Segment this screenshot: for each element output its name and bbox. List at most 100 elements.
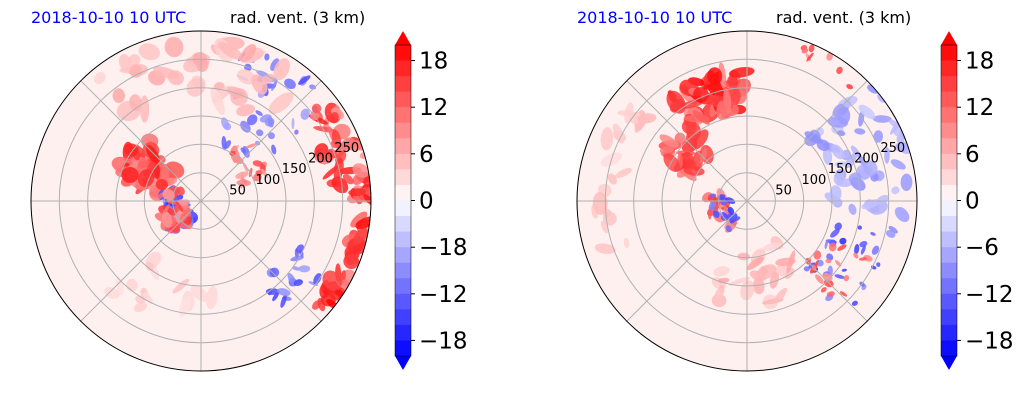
field-blob bbox=[839, 291, 848, 297]
field-blob bbox=[820, 287, 827, 293]
field-blob bbox=[836, 66, 843, 75]
field-blob bbox=[815, 274, 824, 284]
field-blob bbox=[860, 245, 866, 255]
field-blob bbox=[235, 171, 249, 179]
field-blob bbox=[271, 144, 277, 155]
colorbar-tick-label: −18 bbox=[419, 235, 468, 261]
field-blob bbox=[133, 301, 148, 313]
field-blob bbox=[727, 206, 735, 216]
colorbar-tick-label: −6 bbox=[965, 235, 999, 261]
field-blob bbox=[804, 133, 818, 147]
field-blob bbox=[834, 260, 842, 267]
field-blob bbox=[600, 220, 609, 234]
colorbar-extend-min bbox=[941, 356, 957, 370]
field-blob bbox=[615, 168, 632, 178]
colorbar-tick-label: 0 bbox=[965, 189, 980, 215]
colorbar-extend-max bbox=[395, 31, 411, 45]
field-blob bbox=[612, 123, 625, 144]
field-blob bbox=[666, 90, 686, 114]
field-blob bbox=[708, 201, 717, 211]
colorbar-level bbox=[395, 184, 411, 201]
colorbar-level bbox=[395, 293, 411, 310]
field-blob bbox=[145, 261, 154, 272]
field-blob bbox=[157, 192, 164, 199]
field-blob bbox=[873, 130, 884, 143]
field-blob bbox=[718, 62, 727, 89]
field-blob bbox=[829, 185, 842, 202]
colorbar-level bbox=[941, 293, 957, 310]
right-panel: 2018-10-10 10 UTC rad. vent. (3 km) 50 10… bbox=[546, 0, 1028, 401]
field-blob bbox=[607, 173, 617, 185]
colorbar-level bbox=[395, 340, 411, 357]
colorbar-level bbox=[941, 247, 957, 264]
field-blob bbox=[322, 270, 342, 291]
colorbar-tick-label: −18 bbox=[965, 328, 1014, 354]
field-blob bbox=[884, 147, 890, 164]
field-blob bbox=[268, 92, 294, 115]
field-blob bbox=[894, 206, 910, 223]
colorbar-level bbox=[395, 153, 411, 170]
field-blob bbox=[104, 287, 120, 299]
velocity-field bbox=[93, 36, 371, 317]
field-blob bbox=[850, 145, 861, 158]
field-blob bbox=[679, 152, 695, 169]
colorbar-tick-label: 0 bbox=[419, 189, 434, 215]
field-blob bbox=[833, 170, 845, 186]
colorbar-level bbox=[395, 45, 411, 62]
field-blob bbox=[786, 250, 796, 274]
field-blob bbox=[269, 267, 280, 278]
field-blob bbox=[265, 288, 280, 295]
colorbar: 18 12 6 0 −18 −12 −18 bbox=[394, 31, 468, 370]
field-blob bbox=[592, 191, 608, 215]
field-blob bbox=[659, 134, 679, 148]
radial-grid bbox=[577, 31, 917, 371]
field-blob bbox=[352, 228, 368, 245]
colorbar-level bbox=[941, 60, 957, 77]
field-blob bbox=[298, 265, 311, 273]
field-blob bbox=[870, 232, 876, 236]
field-blob bbox=[707, 67, 723, 85]
field-blob bbox=[129, 65, 143, 78]
field-blob bbox=[692, 110, 710, 125]
colorbar-level bbox=[941, 184, 957, 201]
field-blob bbox=[846, 84, 853, 90]
left-panel: 2018-10-10 10 UTC rad. vent. (3 km) 50 10… bbox=[30, 8, 468, 372]
radial-tick-label: 200 bbox=[854, 152, 879, 167]
right-title-date: 2018-10-10 10 UTC bbox=[577, 8, 733, 27]
radial-tick-label: 150 bbox=[282, 162, 307, 177]
field-blob bbox=[857, 225, 862, 230]
field-blob bbox=[93, 71, 106, 85]
field-blob bbox=[124, 143, 139, 157]
angular-gridline bbox=[626, 80, 748, 202]
field-blob bbox=[246, 143, 257, 149]
field-blob bbox=[844, 159, 855, 168]
field-blob bbox=[803, 266, 810, 272]
field-blob bbox=[137, 169, 155, 188]
colorbar-level bbox=[395, 122, 411, 139]
field-blob bbox=[683, 165, 705, 176]
field-blob bbox=[843, 274, 850, 282]
field-blob bbox=[291, 117, 295, 130]
field-blob bbox=[725, 225, 732, 233]
field-blob bbox=[623, 237, 630, 249]
field-blob bbox=[317, 154, 333, 162]
colorbar-tick-label: 6 bbox=[419, 142, 434, 168]
colorbar-level bbox=[395, 200, 411, 217]
left-title-date: 2018-10-10 10 UTC bbox=[31, 8, 187, 27]
field-blob bbox=[762, 242, 782, 252]
field-blob bbox=[816, 139, 830, 152]
field-blob bbox=[172, 278, 190, 294]
colorbar-level bbox=[941, 153, 957, 170]
colorbar-level bbox=[941, 76, 957, 93]
field-blob bbox=[839, 237, 847, 245]
field-blob bbox=[888, 119, 901, 129]
field-blob bbox=[143, 292, 153, 304]
angular-gridline bbox=[200, 200, 322, 322]
field-blob bbox=[126, 278, 138, 292]
field-blob bbox=[271, 79, 278, 91]
radial-grid bbox=[31, 31, 371, 371]
field-blob bbox=[773, 287, 788, 304]
field-blob bbox=[331, 176, 349, 194]
field-blob bbox=[179, 207, 191, 223]
field-blob bbox=[716, 101, 728, 120]
